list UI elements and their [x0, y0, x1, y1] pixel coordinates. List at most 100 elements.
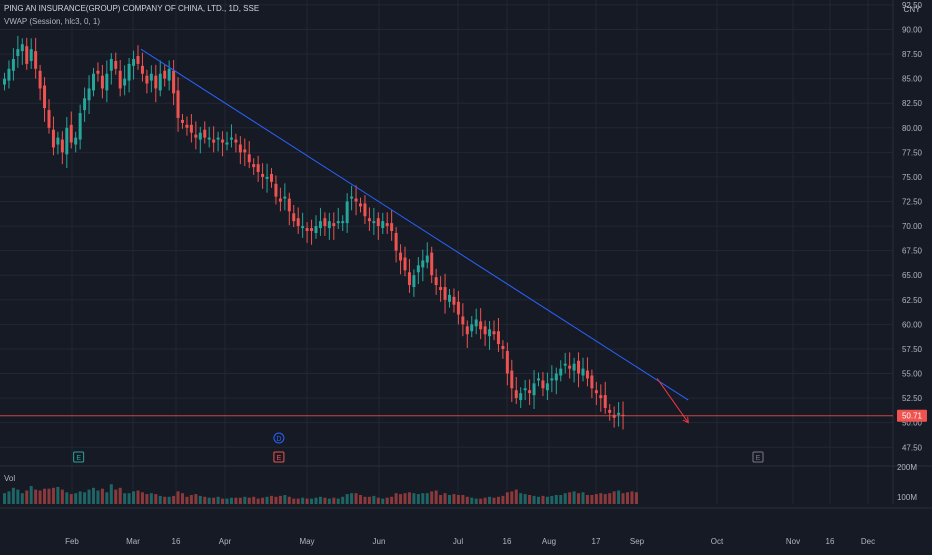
volume-bar [394, 493, 398, 504]
candle-body [60, 139, 64, 153]
volume-bar [545, 496, 549, 504]
volume-bar [29, 486, 33, 504]
volume-bar [425, 493, 429, 504]
time-tick-label: 16 [172, 537, 181, 546]
candle-body [20, 44, 24, 52]
candle-body [359, 203, 362, 207]
event-marker-icon: E [273, 451, 285, 463]
candle-body [265, 176, 269, 179]
candle-body [354, 198, 358, 202]
volume-bar [265, 496, 269, 504]
volume-bar [256, 498, 260, 504]
last-price-badge-bg [897, 409, 927, 422]
candle-body [216, 137, 220, 140]
candle-body [372, 221, 376, 224]
volume-bar [69, 494, 73, 504]
candle-body [581, 368, 585, 376]
volume-bar [114, 489, 118, 504]
candle-body [363, 203, 367, 217]
candle-body [114, 60, 118, 69]
candle-body [252, 164, 256, 168]
volume-bar [488, 496, 492, 504]
time-tick-label: Aug [542, 537, 556, 546]
candle-body [16, 49, 20, 57]
volume-bar [590, 495, 594, 504]
price-tick-label: 60.00 [902, 320, 923, 329]
volume-bar [585, 495, 589, 504]
candle-body [43, 85, 47, 109]
candle-body [523, 388, 527, 391]
volume-bar [132, 491, 136, 504]
volume-bar [140, 492, 144, 504]
candle-body [550, 378, 554, 381]
volume-bar [456, 495, 460, 504]
candle-body [350, 196, 354, 199]
candle-body [465, 326, 469, 335]
candle-body [194, 134, 198, 138]
candle-body [318, 221, 322, 229]
candle-body [577, 360, 581, 374]
candle-body [247, 154, 251, 163]
volume-bar [305, 498, 309, 504]
candle-body [341, 221, 345, 224]
volume-bar [318, 496, 322, 504]
candle-body [136, 56, 140, 64]
time-tick-label: Apr [219, 537, 232, 546]
volume-bar [399, 494, 403, 504]
volume-bar [292, 498, 296, 504]
candle-body [332, 223, 336, 227]
candle-body [505, 350, 509, 374]
event-marker-icon: D [273, 432, 285, 444]
candle-body [448, 294, 451, 302]
volume-bar [100, 488, 104, 504]
candle-body [7, 68, 11, 81]
time-tick-label: 17 [592, 537, 601, 546]
candle-body [278, 198, 282, 202]
candle-body [283, 196, 287, 199]
candle-body [492, 331, 496, 335]
volume-bar [247, 497, 251, 504]
dividend-marker-icon [273, 432, 285, 444]
time-tick-label: Mar [126, 537, 140, 546]
candle-body [274, 183, 278, 197]
candle-body [399, 252, 403, 261]
volume-bar [278, 495, 282, 504]
volume-bar [3, 493, 6, 504]
volume-bar [630, 491, 634, 504]
volume-bar [327, 498, 331, 504]
candle-body [425, 255, 429, 263]
candle-body [496, 331, 500, 345]
volume-bar [367, 496, 371, 504]
candle-body [270, 173, 273, 182]
volume-bar [96, 490, 100, 504]
volume-bar [11, 487, 15, 504]
candle-body [238, 144, 242, 153]
candle-body [376, 218, 380, 227]
candle-body [528, 390, 532, 394]
candle-body [594, 390, 598, 394]
volume-bar [359, 495, 362, 504]
volume-bar [323, 497, 327, 504]
candle-body [243, 149, 247, 153]
volume-bar [38, 490, 42, 504]
volume-bar [430, 491, 434, 504]
volume-bar [229, 497, 233, 504]
candle-body [336, 221, 340, 224]
volume-bar [612, 491, 616, 504]
event-marker-label: D [276, 436, 281, 443]
candle-body [38, 70, 42, 89]
price-tick-label: 85.00 [902, 75, 923, 84]
volume-bar [158, 495, 162, 504]
candle-body [470, 324, 474, 332]
volume-bar [372, 495, 376, 504]
volume-bar [221, 498, 225, 504]
candle-body [65, 127, 69, 155]
candle-body [96, 70, 100, 74]
vwap-legend[interactable]: VWAP (Session, hlc3, 0, 1) [4, 17, 101, 26]
earnings-marker-icon [752, 451, 764, 463]
candle-body [118, 70, 122, 89]
candle-body [25, 46, 29, 64]
price-tick-label: 65.00 [902, 271, 923, 280]
